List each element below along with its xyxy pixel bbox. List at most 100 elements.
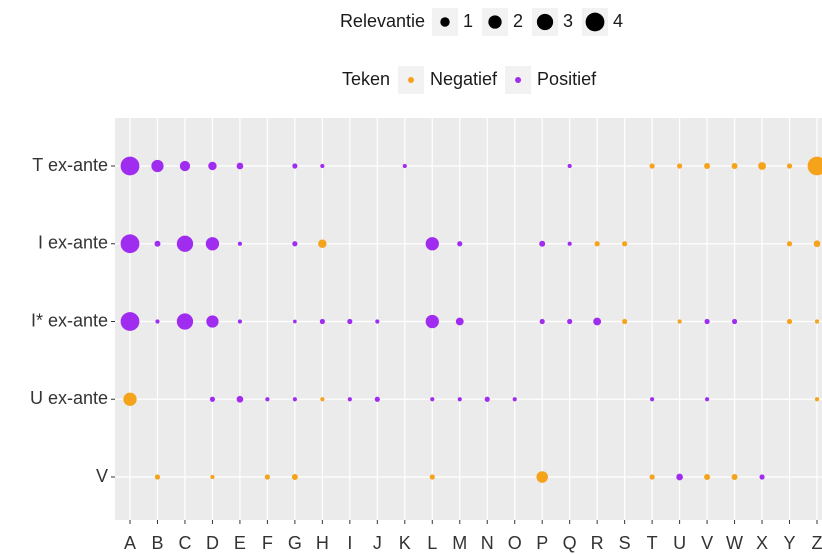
bubble [425,314,439,329]
bubble [120,156,140,176]
x-tick-label: R [591,533,604,553]
bubble [622,318,628,325]
x-tick-label: C [178,533,191,553]
x-tick-label: W [726,533,743,553]
bubble [807,156,822,176]
x-tick-label: P [536,533,548,553]
bubble [123,392,137,406]
bubble [484,396,490,402]
x-tick-label: T [647,533,658,553]
bubble [402,163,407,169]
x-tick-label: O [508,533,522,553]
x-tick-label: E [234,533,246,553]
bubble [539,318,545,325]
bubble [704,163,711,169]
bubble [176,313,194,330]
bubble [264,474,270,480]
legend-size-dot [536,13,554,31]
x-tick-label: A [124,533,136,553]
bubble [594,241,600,247]
bubble [786,163,793,169]
bubble [759,474,765,480]
bubble [567,318,573,325]
bubble [208,161,217,171]
bubble [539,240,546,247]
bubble [704,318,710,325]
bubble [786,318,793,325]
bubble [676,473,683,481]
bubble [758,162,766,170]
bubble [813,240,821,248]
legend-label: 3 [563,11,573,31]
x-tick-label: F [262,533,273,553]
bubble [265,397,270,402]
bubble [455,317,464,326]
bubble [320,163,325,169]
y-tick-label: I* ex-ante [31,310,108,330]
bubble [179,160,191,172]
bubble [318,239,327,248]
bubble [512,397,517,402]
bubble [374,396,380,402]
bubble [347,397,352,402]
bubble [154,474,161,480]
legend-label: Positief [537,69,597,89]
y-tick-label: I ex-ante [38,233,108,253]
bubble [209,396,216,402]
bubble [319,318,325,325]
bubble [205,237,220,251]
bubble [206,315,219,328]
legend-title: Teken [342,69,390,89]
legend-size-dot [585,12,605,32]
bubble [120,312,140,331]
bubble [291,474,298,480]
bubble [320,397,325,402]
x-tick-label: Z [812,533,822,553]
x-tick-label: L [427,533,437,553]
bubble [677,319,682,324]
bubble [704,474,711,480]
bubble [593,317,602,326]
legend-size-dot [488,15,502,29]
bubble [151,159,164,173]
bubble [649,163,655,169]
bubble [292,397,297,402]
bubble [236,395,244,403]
bubble [237,241,243,246]
bubble [292,163,298,169]
bubble [536,471,548,483]
legend-label: 4 [613,11,623,31]
bubble [731,474,738,480]
x-tick-label: B [151,533,163,553]
bubble [649,474,655,480]
x-tick-label: S [619,533,631,553]
bubble [650,397,655,402]
bubble [425,237,439,251]
bubble [429,474,435,480]
y-tick-label: T ex-ante [32,155,108,175]
y-tick-label: V [96,466,108,486]
x-tick-label: K [399,533,411,553]
legend-label: 2 [513,11,523,31]
x-tick-label: V [701,533,713,553]
bubble [237,319,243,324]
x-tick-label: M [452,533,467,553]
x-tick-label: G [288,533,302,553]
legend-size-dot [440,17,450,27]
bubble [347,318,353,325]
bubble [292,241,298,247]
bubble [567,163,572,169]
x-tick-label: D [206,533,219,553]
x-tick-label: H [316,533,329,553]
bubble [814,397,820,402]
x-tick-label: U [673,533,686,553]
legend-label: Negatief [430,69,498,89]
x-tick-label: Q [563,533,577,553]
bubble [731,318,738,325]
x-tick-label: J [373,533,382,553]
bubble [457,241,463,247]
plot-panel [115,118,822,520]
bubble [176,235,194,252]
